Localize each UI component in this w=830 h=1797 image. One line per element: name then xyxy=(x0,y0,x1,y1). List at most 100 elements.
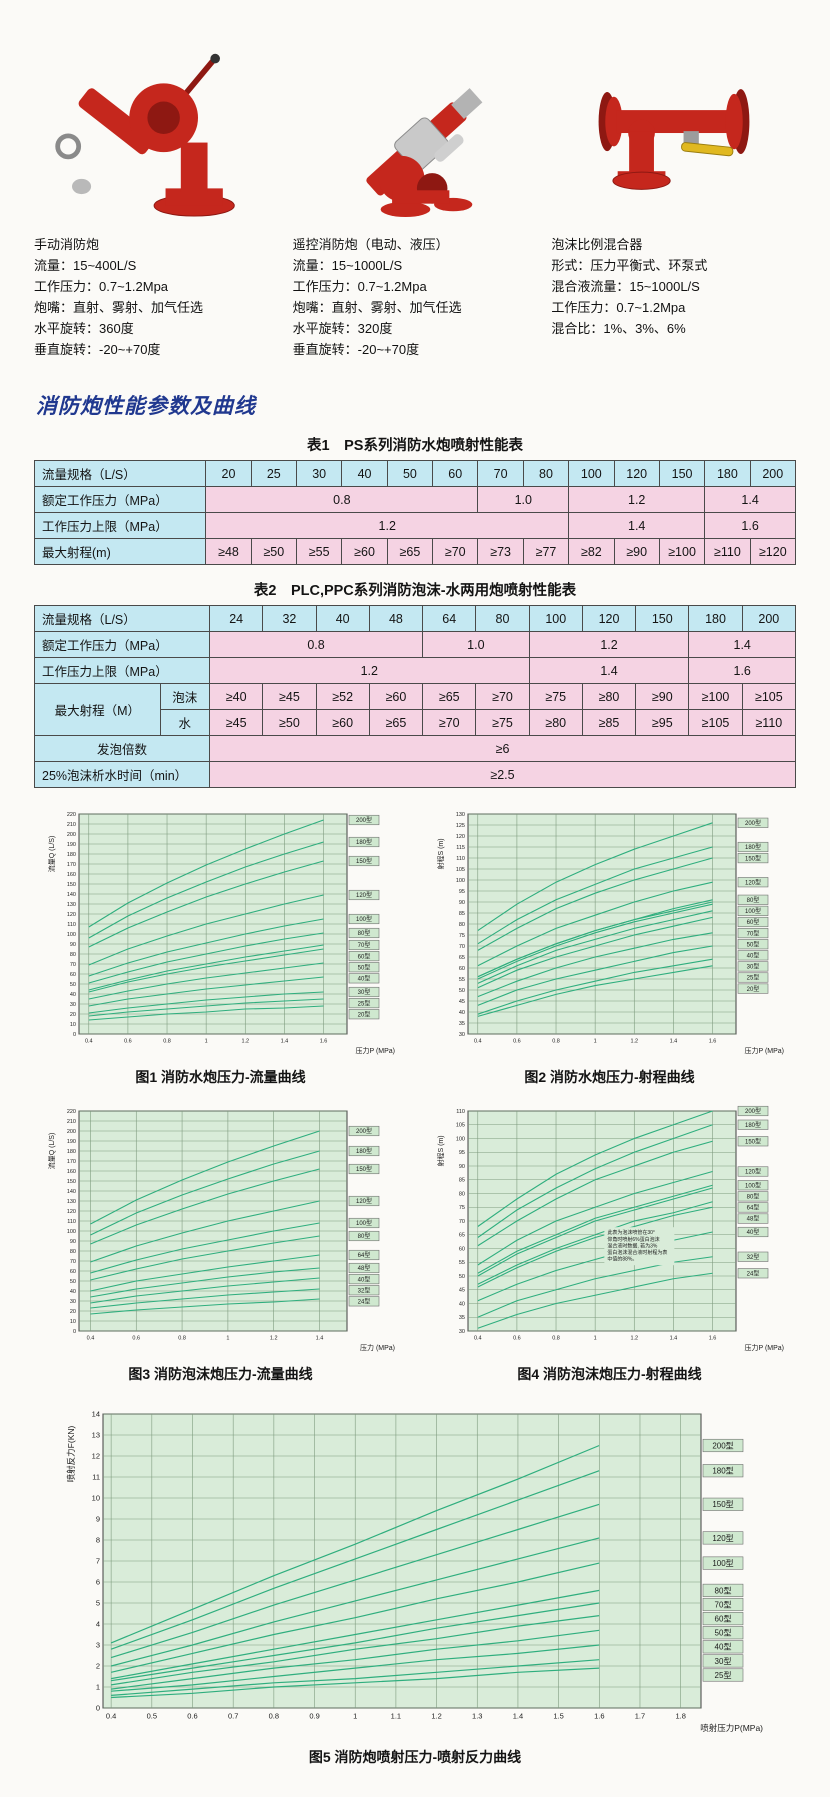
x-tick-label: 1 xyxy=(226,1336,229,1342)
x-tick-label: 1.4 xyxy=(280,1039,288,1045)
y-axis-label: 喷射反力F(KN) xyxy=(66,1426,76,1483)
x-tick-label: 1.4 xyxy=(315,1336,323,1342)
series-line-100型 xyxy=(88,918,324,977)
table-cell: 80 xyxy=(522,460,570,488)
x-tick-label: 1.2 xyxy=(269,1336,277,1342)
series-line-30型 xyxy=(477,945,713,1007)
series-line-180型 xyxy=(88,841,324,939)
table-cell: ≥95 xyxy=(635,709,690,737)
y-tick-label: 80 xyxy=(69,952,75,958)
series-label: 80型 xyxy=(357,1232,370,1240)
y-tick-label: 210 xyxy=(66,822,75,828)
x-axis-label: 压力P (MPa) xyxy=(744,1343,784,1352)
series-line-40型 xyxy=(477,932,713,998)
y-tick-label: 130 xyxy=(455,812,464,818)
series-label: 120型 xyxy=(712,1534,733,1543)
table-cell: 30 xyxy=(295,460,343,488)
series-label: 200型 xyxy=(712,1442,733,1451)
table-cell: ≥55 xyxy=(295,538,343,566)
y-tick-label: 180 xyxy=(66,852,75,858)
series-label: 200型 xyxy=(744,819,760,827)
table-cell: ≥60 xyxy=(341,538,388,566)
y-tick-label: 120 xyxy=(455,834,464,840)
table-cell: ≥50 xyxy=(250,538,298,566)
product-spec-line: 流量：15~1000L/S xyxy=(292,258,403,274)
y-tick-label: 110 xyxy=(456,1109,465,1115)
series-label: 80型 xyxy=(715,1587,732,1596)
y-tick-label: 7 xyxy=(96,1557,100,1566)
series-label-box xyxy=(348,856,379,867)
series-label-box xyxy=(348,1196,379,1207)
table-cell: 1.0 xyxy=(477,486,570,514)
series-line-200型 xyxy=(110,1445,600,1644)
table-cell: 150 xyxy=(658,460,706,488)
series-label: 25型 xyxy=(357,1000,370,1008)
x-tick-label: 1.2 xyxy=(630,1039,638,1045)
figure-fig4: 0.4 0.6 0.8 1 1.2 1.4 1.6 30 35 40 45 50 55 60 65 70 75 8… xyxy=(423,1101,796,1394)
product-card-remote-monitor: 遥控消防炮（电动、液压） 流量：15~1000L/S 工作压力：0.7~1.2M… xyxy=(293,34,538,360)
y-tick-label: 220 xyxy=(66,812,75,818)
series-label-box xyxy=(737,1136,768,1147)
fig3-chart: 0.4 0.6 0.8 1 1.2 1.4 0 10 20 30 40 50 60 70 80 90 100 11… xyxy=(47,1109,395,1352)
table-cell: ≥80 xyxy=(581,683,637,711)
y-tick-label: 100 xyxy=(455,878,464,884)
foam-proportioner-photo xyxy=(598,89,750,190)
series-label: 100型 xyxy=(744,907,760,915)
series-label: 80型 xyxy=(746,896,759,904)
series-line-50型 xyxy=(111,1629,600,1690)
y-tick-label: 80 xyxy=(458,1192,464,1198)
series-line-70型 xyxy=(88,944,324,991)
series-label-box xyxy=(737,1213,768,1224)
y-tick-label: 2 xyxy=(96,1662,100,1671)
series-label: 40型 xyxy=(715,1643,732,1652)
x-tick-label: 0.4 xyxy=(473,1039,481,1045)
y-tick-label: 14 xyxy=(92,1410,100,1419)
figure-fig1: 0.4 0.6 0.8 1 1.2 1.4 1.6 0 10 20 30 40 50 60 70 80 90 10… xyxy=(34,804,407,1097)
series-line-64型 xyxy=(477,1201,713,1286)
product-spec-line: 混合液流量：15~1000L/S xyxy=(551,279,700,295)
product-spec-line: 炮嘴：直射、雾射、加气任选 xyxy=(292,300,462,316)
x-tick-label: 1.4 xyxy=(513,1712,523,1721)
table-cell: ≥45 xyxy=(262,683,317,711)
table-row-label: 额定工作压力（MPa） xyxy=(33,486,207,514)
product-name: 泡沫比例混合器 xyxy=(551,237,643,252)
y-tick-label: 110 xyxy=(67,1219,76,1225)
series-label-box xyxy=(702,1640,744,1654)
product-name: 手动消防炮 xyxy=(34,237,100,252)
section-title: 消防炮性能参数及曲线 xyxy=(36,395,256,419)
y-tick-label: 130 xyxy=(66,902,75,908)
table-cell: 1.6 xyxy=(704,512,796,540)
x-tick-label: 1.3 xyxy=(472,1712,482,1721)
y-tick-label: 170 xyxy=(66,862,75,868)
y-tick-label: 120 xyxy=(66,912,75,918)
product-spec-line: 工作压力：0.7~1.2Mpa xyxy=(292,279,427,295)
table-cell: 120 xyxy=(581,605,637,633)
table-cell: 1.2 xyxy=(528,631,690,659)
x-tick-label: 0.6 xyxy=(124,1039,132,1045)
x-tick-label: 1 xyxy=(204,1039,207,1045)
series-line-30型 xyxy=(88,991,324,1014)
table-cell: 40 xyxy=(341,460,388,488)
y-tick-label: 65 xyxy=(458,955,464,961)
y-tick-label: 190 xyxy=(66,1139,75,1145)
series-label-box xyxy=(348,940,379,951)
y-tick-label: 75 xyxy=(458,933,464,939)
series-line-180型 xyxy=(110,1470,600,1651)
series-label: 100型 xyxy=(355,1219,371,1227)
series-label: 50型 xyxy=(357,964,370,972)
table-row-label: 工作压力上限（MPa） xyxy=(33,512,207,540)
product-spec-line: 形式：压力平衡式、环泵式 xyxy=(551,258,708,274)
y-tick-label: 70 xyxy=(458,1219,464,1225)
x-tick-label: 0.7 xyxy=(228,1712,238,1721)
series-label: 32型 xyxy=(746,1253,759,1261)
series-label-box xyxy=(348,1250,379,1261)
series-label-box xyxy=(737,1251,768,1263)
x-tick-label: 0.8 xyxy=(552,1336,560,1342)
series-label: 150型 xyxy=(744,1138,760,1146)
series-label-box xyxy=(737,895,768,906)
series-label-box xyxy=(348,1296,379,1307)
y-axis-label: 流量Q (L/S) xyxy=(47,1133,56,1170)
fig1-chart: 0.4 0.6 0.8 1 1.2 1.4 1.6 0 10 20 30 40 50 60 70 80 90 10… xyxy=(47,812,395,1055)
table-cell: ≥75 xyxy=(475,709,530,737)
y-tick-label: 30 xyxy=(458,1032,464,1038)
